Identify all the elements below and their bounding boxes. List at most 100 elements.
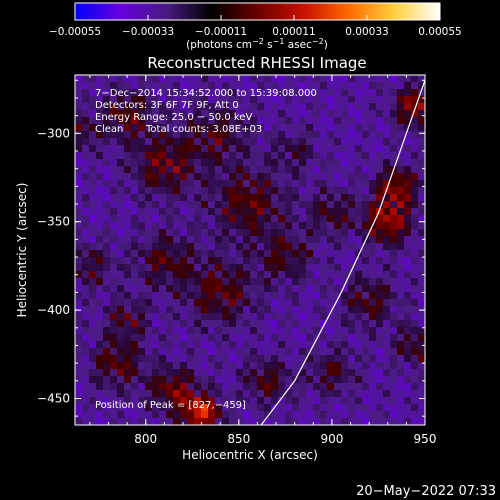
heatmap-cell — [173, 418, 181, 425]
heatmap-cell — [418, 376, 425, 384]
heatmap-cell — [257, 124, 265, 132]
heatmap-cell — [341, 96, 349, 104]
heatmap-cell — [194, 180, 202, 188]
heatmap-cell — [278, 215, 286, 223]
heatmap-cell — [243, 271, 251, 279]
heatmap-cell — [390, 362, 398, 370]
heatmap-cell — [229, 208, 237, 216]
heatmap-cell — [89, 264, 97, 272]
heatmap-cell — [110, 271, 118, 279]
heatmap-cell — [320, 327, 328, 335]
heatmap-cell — [271, 327, 279, 335]
heatmap-cell — [201, 320, 209, 328]
heatmap-cell — [383, 250, 391, 258]
heatmap-cell — [404, 229, 412, 237]
heatmap-cell — [229, 341, 237, 349]
heatmap-cell — [215, 138, 223, 146]
heatmap-cell — [159, 96, 167, 104]
heatmap-cell — [124, 159, 132, 167]
heatmap-cell — [75, 124, 83, 132]
heatmap-cell — [418, 355, 425, 363]
heatmap-cell — [390, 306, 398, 314]
heatmap-cell — [341, 264, 349, 272]
heatmap-cell — [187, 257, 195, 265]
heatmap-cell — [89, 173, 97, 181]
heatmap-cell — [355, 334, 363, 342]
heatmap-cell — [243, 103, 251, 111]
heatmap-cell — [383, 124, 391, 132]
heatmap-cell — [411, 278, 419, 286]
heatmap-cell — [320, 173, 328, 181]
heatmap-cell — [383, 299, 391, 307]
heatmap-cell — [376, 173, 384, 181]
heatmap-cell — [411, 103, 419, 111]
heatmap-cell — [82, 369, 90, 377]
heatmap-cell — [271, 376, 279, 384]
heatmap-cell — [152, 103, 160, 111]
heatmap-cell — [131, 201, 139, 209]
heatmap-cell — [75, 327, 83, 335]
heatmap-cell — [271, 215, 279, 223]
heatmap-cell — [306, 145, 314, 153]
heatmap-cell — [390, 173, 398, 181]
heatmap-cell — [222, 96, 230, 104]
heatmap-cell — [355, 222, 363, 230]
heatmap-cell — [152, 201, 160, 209]
heatmap-cell — [138, 320, 146, 328]
heatmap-cell — [250, 341, 258, 349]
heatmap-cell — [285, 159, 293, 167]
heatmap-cell — [348, 418, 356, 425]
colorbar-gradient — [74, 2, 441, 21]
heatmap-cell — [327, 131, 335, 139]
heatmap-cell — [327, 264, 335, 272]
heatmap-cell — [299, 355, 307, 363]
heatmap-cell — [117, 306, 125, 314]
heatmap-cell — [404, 327, 412, 335]
annotation-algorithm: Clean — [95, 124, 123, 135]
heatmap-cell — [166, 397, 174, 405]
heatmap-cell — [82, 299, 90, 307]
heatmap-cell — [376, 369, 384, 377]
heatmap-cell — [257, 271, 265, 279]
heatmap-cell — [250, 89, 258, 97]
heatmap-cell — [215, 124, 223, 132]
heatmap-cell — [390, 376, 398, 384]
heatmap-cell — [376, 383, 384, 391]
heatmap-cell — [166, 306, 174, 314]
heatmap-cell — [152, 285, 160, 293]
heatmap-cell — [110, 299, 118, 307]
heatmap-cell — [229, 180, 237, 188]
heatmap-cell — [355, 96, 363, 104]
heatmap-cell — [229, 201, 237, 209]
heatmap-cell — [313, 404, 321, 412]
heatmap-cell — [250, 369, 258, 377]
heatmap-cell — [180, 208, 188, 216]
heatmap-cell — [152, 327, 160, 335]
heatmap-cell — [166, 131, 174, 139]
heatmap-cell — [313, 117, 321, 125]
heatmap-cell — [341, 215, 349, 223]
heatmap-cell — [404, 180, 412, 188]
heatmap-cell — [173, 264, 181, 272]
heatmap-cell — [327, 208, 335, 216]
heatmap-cell — [103, 110, 111, 118]
heatmap-cell — [159, 362, 167, 370]
heatmap-cell — [341, 222, 349, 230]
heatmap-cell — [362, 306, 370, 314]
heatmap-cell — [418, 194, 425, 202]
heatmap-cell — [215, 271, 223, 279]
heatmap-cell — [348, 152, 356, 160]
heatmap-cell — [306, 369, 314, 377]
heatmap-cell — [250, 201, 258, 209]
heatmap-cell — [334, 82, 342, 90]
heatmap-cell — [243, 418, 251, 425]
heatmap-cell — [152, 278, 160, 286]
heatmap-cell — [89, 194, 97, 202]
heatmap-cell — [103, 117, 111, 125]
heatmap-cell — [418, 173, 425, 181]
heatmap-cell — [222, 383, 230, 391]
heatmap-cell — [96, 124, 104, 132]
heatmap-cell — [187, 376, 195, 384]
heatmap-cell — [166, 145, 174, 153]
heatmap-cell — [89, 82, 97, 90]
